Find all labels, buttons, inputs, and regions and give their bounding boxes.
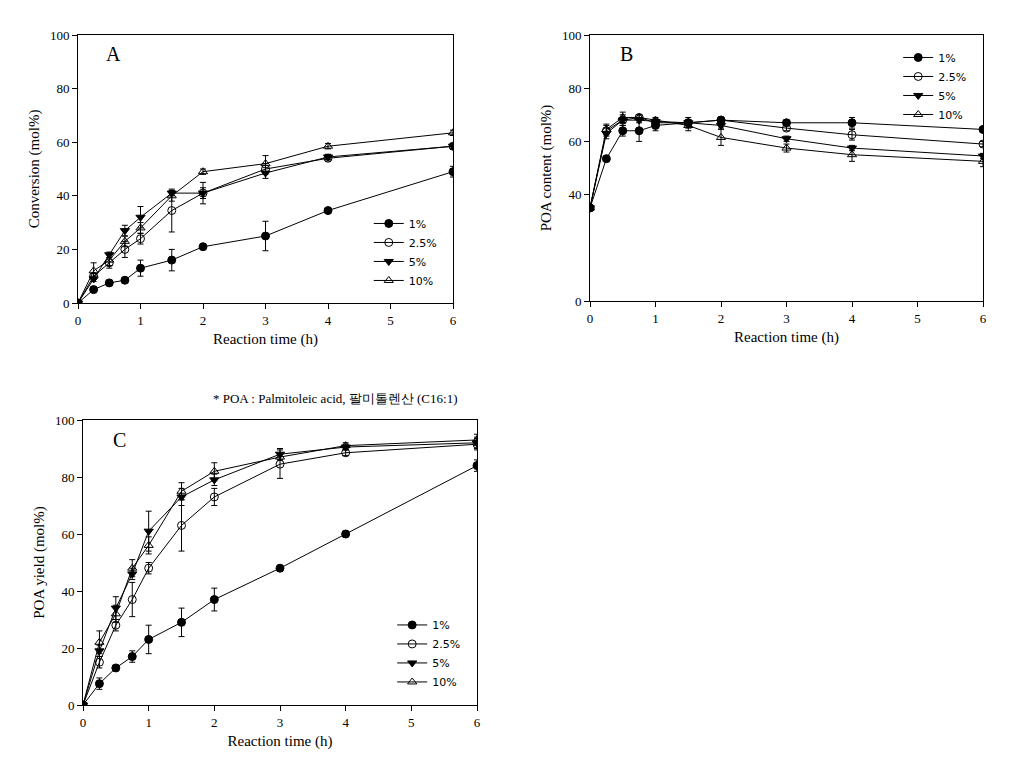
- svg-text:2.5%: 2.5%: [432, 638, 460, 651]
- svg-text:80: 80: [56, 81, 69, 96]
- svg-text:3: 3: [783, 311, 790, 326]
- svg-text:0: 0: [575, 294, 582, 309]
- svg-text:1%: 1%: [432, 619, 449, 632]
- svg-text:5: 5: [914, 311, 921, 326]
- svg-text:80: 80: [61, 470, 74, 485]
- svg-text:A: A: [106, 43, 121, 65]
- svg-text:4: 4: [325, 313, 332, 328]
- svg-text:POA yield (mol%): POA yield (mol%): [31, 506, 48, 619]
- svg-text:100: 100: [562, 28, 582, 43]
- svg-text:1%: 1%: [938, 52, 955, 65]
- svg-text:0: 0: [75, 313, 82, 328]
- svg-text:Reaction time (h): Reaction time (h): [228, 733, 333, 750]
- svg-text:2: 2: [718, 311, 725, 326]
- svg-text:5: 5: [387, 313, 394, 328]
- svg-text:100: 100: [50, 28, 70, 43]
- svg-text:20: 20: [56, 242, 69, 257]
- svg-text:60: 60: [56, 135, 69, 150]
- svg-text:1: 1: [652, 311, 659, 326]
- svg-text:B: B: [620, 43, 633, 65]
- svg-text:C: C: [113, 429, 126, 451]
- svg-text:10%: 10%: [938, 109, 962, 122]
- svg-text:3: 3: [277, 715, 284, 730]
- svg-text:* POA : Palmitoleic acid, 팔미톨렌: * POA : Palmitoleic acid, 팔미톨렌산 (C16:1): [213, 391, 457, 406]
- svg-text:60: 60: [568, 134, 581, 149]
- svg-text:20: 20: [61, 641, 74, 656]
- svg-text:60: 60: [61, 527, 74, 542]
- svg-text:5%: 5%: [432, 657, 449, 670]
- svg-text:0: 0: [587, 311, 594, 326]
- svg-text:2.5%: 2.5%: [938, 71, 966, 84]
- svg-text:100: 100: [55, 413, 75, 428]
- svg-text:40: 40: [568, 187, 581, 202]
- svg-text:1: 1: [137, 313, 144, 328]
- svg-text:0: 0: [80, 715, 87, 730]
- svg-text:1: 1: [145, 715, 152, 730]
- svg-text:0: 0: [63, 296, 70, 311]
- svg-text:6: 6: [450, 313, 457, 328]
- svg-text:40: 40: [61, 584, 74, 599]
- svg-text:2.5%: 2.5%: [409, 237, 437, 250]
- svg-text:4: 4: [849, 311, 856, 326]
- svg-text:6: 6: [980, 311, 987, 326]
- svg-text:Reaction time (h): Reaction time (h): [213, 331, 318, 348]
- svg-text:10%: 10%: [409, 275, 433, 288]
- svg-text:4: 4: [342, 715, 349, 730]
- svg-text:3: 3: [262, 313, 269, 328]
- svg-text:2: 2: [211, 715, 218, 730]
- svg-text:80: 80: [568, 81, 581, 96]
- svg-text:5: 5: [408, 715, 415, 730]
- svg-text:6: 6: [474, 715, 481, 730]
- svg-text:Reaction time (h): Reaction time (h): [734, 329, 839, 346]
- svg-text:POA content (mol%): POA content (mol%): [538, 105, 555, 232]
- svg-text:5%: 5%: [409, 256, 426, 269]
- svg-text:Conversion (mol%): Conversion (mol%): [26, 110, 43, 229]
- svg-text:5%: 5%: [938, 90, 955, 103]
- svg-text:10%: 10%: [432, 676, 456, 689]
- svg-text:0: 0: [68, 698, 75, 713]
- svg-text:40: 40: [56, 188, 69, 203]
- svg-text:2: 2: [200, 313, 207, 328]
- svg-text:1%: 1%: [409, 218, 426, 231]
